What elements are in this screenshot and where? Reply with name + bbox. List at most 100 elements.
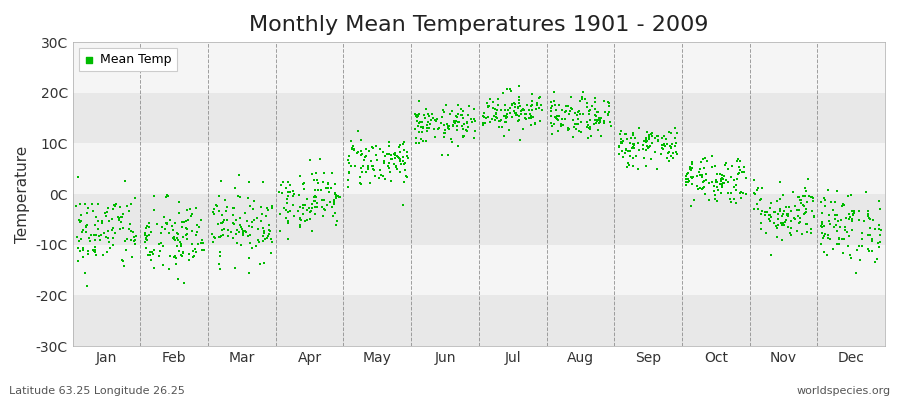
Mean Temp (355, 181, 369, 187)
Mean Temp (393, 161, 408, 167)
Mean Temp (636, 146, 651, 152)
Mean Temp (422, 120, 436, 127)
Mean Temp (86, 208, 101, 214)
Mean Temp (774, 220, 788, 226)
Mean Temp (509, 112, 524, 118)
Mean Temp (647, 148, 662, 155)
Mean Temp (89, 252, 104, 258)
Mean Temp (308, 187, 322, 193)
Mean Temp (814, 220, 829, 227)
Mean Temp (823, 220, 837, 227)
Mean Temp (559, 108, 573, 114)
Mean Temp (784, 232, 798, 238)
Mean Temp (325, 204, 339, 210)
Mean Temp (160, 221, 175, 227)
Mean Temp (817, 232, 832, 239)
Legend: Mean Temp: Mean Temp (79, 48, 176, 71)
Mean Temp (156, 262, 170, 268)
Mean Temp (631, 166, 645, 172)
Mean Temp (430, 116, 445, 122)
Mean Temp (234, 242, 248, 248)
Mean Temp (715, 181, 729, 187)
Mean Temp (265, 238, 279, 245)
Mean Temp (411, 140, 426, 146)
Mean Temp (804, 226, 818, 233)
Mean Temp (408, 126, 422, 132)
Mean Temp (264, 250, 278, 256)
Mean Temp (488, 117, 502, 124)
Mean Temp (762, 211, 777, 218)
Mean Temp (814, 199, 828, 205)
Mean Temp (827, 212, 842, 218)
Mean Temp (797, 210, 812, 216)
Mean Temp (805, 194, 819, 200)
Mean Temp (772, 208, 787, 215)
Mean Temp (392, 169, 407, 175)
Mean Temp (76, 254, 90, 260)
Mean Temp (709, 178, 724, 185)
Mean Temp (281, 209, 295, 216)
Mean Temp (231, 229, 246, 236)
Mean Temp (507, 100, 521, 107)
Mean Temp (786, 189, 800, 196)
Bar (73, 93, 885, 144)
Mean Temp (428, 116, 443, 123)
Mean Temp (169, 235, 184, 241)
Mean Temp (594, 115, 608, 121)
Mean Temp (342, 153, 356, 159)
Mean Temp (842, 216, 856, 222)
Mean Temp (179, 236, 194, 243)
Mean Temp (159, 192, 174, 198)
Mean Temp (85, 200, 99, 207)
Mean Temp (602, 100, 616, 106)
Mean Temp (467, 128, 482, 134)
Mean Temp (518, 116, 533, 122)
Mean Temp (227, 221, 241, 227)
Mean Temp (454, 106, 469, 112)
Mean Temp (173, 239, 187, 246)
Mean Temp (855, 230, 869, 236)
Mean Temp (788, 215, 802, 222)
Mean Temp (804, 194, 818, 201)
Mean Temp (439, 102, 454, 108)
Mean Temp (419, 128, 434, 134)
Mean Temp (400, 174, 414, 180)
Mean Temp (175, 253, 189, 259)
Mean Temp (410, 112, 424, 118)
Mean Temp (863, 225, 878, 232)
Mean Temp (495, 124, 509, 130)
Mean Temp (868, 225, 882, 232)
Mean Temp (590, 127, 605, 134)
Mean Temp (587, 120, 601, 127)
Mean Temp (236, 228, 250, 234)
Mean Temp (165, 223, 179, 229)
Mean Temp (706, 188, 721, 195)
Mean Temp (534, 102, 548, 108)
Mean Temp (161, 266, 176, 272)
Mean Temp (491, 124, 506, 130)
Mean Temp (283, 188, 297, 195)
Mean Temp (619, 163, 634, 170)
Mean Temp (657, 133, 671, 139)
Mean Temp (670, 130, 685, 136)
Mean Temp (293, 224, 308, 230)
Mean Temp (412, 120, 427, 126)
Mean Temp (497, 133, 511, 139)
Mean Temp (127, 238, 141, 244)
Mean Temp (627, 142, 642, 148)
Mean Temp (72, 238, 86, 244)
Mean Temp (393, 141, 408, 148)
Mean Temp (219, 208, 233, 214)
Mean Temp (639, 137, 653, 144)
Mean Temp (679, 182, 693, 188)
Mean Temp (869, 256, 884, 262)
Mean Temp (169, 243, 184, 249)
Mean Temp (245, 224, 259, 230)
Mean Temp (798, 220, 813, 227)
Mean Temp (355, 169, 369, 175)
Mean Temp (397, 147, 411, 153)
Mean Temp (152, 241, 166, 247)
Mean Temp (359, 146, 374, 152)
Mean Temp (212, 234, 227, 240)
Mean Temp (388, 152, 402, 158)
